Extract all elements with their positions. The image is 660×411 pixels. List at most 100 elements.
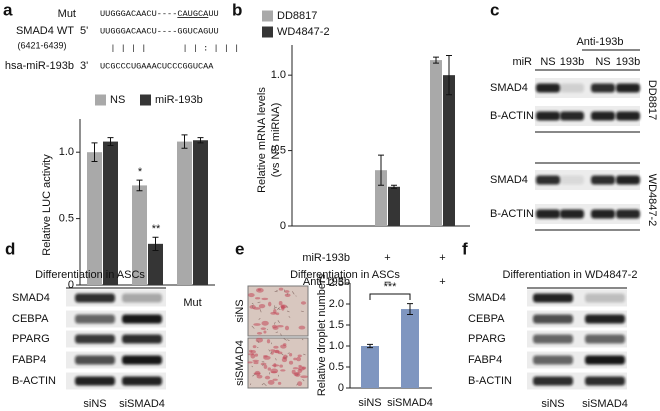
row-label: B-ACTIN [12,375,56,387]
panel-letter: b [232,0,242,19]
lipid-stain [247,361,253,364]
blot-band [75,334,115,344]
row-label: B-ACTIN [490,208,534,220]
lipid-stain [300,301,307,305]
lipid-stain [284,325,290,331]
lipid-stain [255,337,263,343]
blot-band [560,209,584,219]
blot-band [585,376,625,386]
error-bar [446,55,452,96]
lipid-stain [270,311,277,315]
error-bar [107,137,114,147]
lane-label: siNS [541,398,564,410]
seq-range: (6421-6439) [17,40,66,50]
cell-fiber [251,365,254,368]
bar [148,243,163,285]
lipid-stain [266,339,271,344]
row-label: SMAD4 [468,292,506,304]
lipid-stain [301,366,307,370]
blot-band [75,376,115,386]
blot-band [591,83,615,93]
blot-band [536,111,560,121]
cell-fiber [259,309,262,313]
blot-band [533,376,573,386]
lipid-stain [253,323,261,326]
lipid-stain [278,301,283,306]
blot-band [585,355,625,365]
lane-label: 193b [560,56,584,68]
blot-band [75,293,115,303]
lipid-stain [263,355,271,360]
seq-part: CAUGCA [177,9,209,19]
treatment-label: miR [512,56,532,68]
lipid-stain [277,381,282,385]
error-bar [367,343,373,349]
row-label: PPARG [12,333,50,345]
cell-fiber [257,340,260,343]
sequence: UUGGGACAACU----GGUCAGUU [100,26,219,36]
treatment-mark: – [384,276,391,288]
lipid-stain [270,371,278,374]
panel-letter: e [235,239,244,258]
bar [430,60,442,227]
seq-part: UU [208,9,218,19]
blot-band [122,314,162,324]
legend-label: DD8817 [277,10,317,22]
bar [361,346,379,388]
lipid-stain [273,345,279,349]
blot-band [616,83,640,93]
lipid-stain [252,345,257,349]
chart-title: Differentiation in ASCs [290,269,400,281]
lipid-stain [252,359,260,362]
blot-band [616,111,640,121]
blot-strip [535,106,640,126]
annotation: * [138,166,143,178]
error-bar [197,137,204,144]
blot-band [122,334,162,344]
lipid-stain [284,290,290,293]
cell-fiber [274,321,276,325]
cell-fiber [280,333,282,336]
lipid-stain [280,344,287,349]
legend-label: miR-193b [155,94,203,106]
lipid-stain [278,287,284,291]
row-label: SMAD4 [490,82,528,94]
lipid-stain [272,378,278,381]
row-label: CEBPA [468,313,505,325]
cell-line-label: WD4847-2 [646,174,658,227]
row-label: FABP4 [12,354,46,366]
lipid-stain [257,288,262,291]
error-bar [181,134,188,149]
blot-title: Differentiation in WD4847-2 [503,269,638,281]
blot-strip [535,204,640,224]
lipid-stain [292,367,299,370]
lipid-stain [296,356,302,362]
lipid-stain [280,369,286,372]
legend-label: WD4847-2 [277,26,330,38]
y-tick-label: 2.5 [329,277,344,289]
cell-fiber [275,358,277,361]
treatment-mark: + [439,276,445,288]
cell-fiber [300,310,304,312]
blot-band [533,334,573,344]
cell-fiber [281,353,284,356]
lipid-stain [279,364,283,368]
cell-fiber [275,331,279,333]
y-tick-label: 0 [338,382,344,394]
row-label: CEBPA [12,313,49,325]
y-tick-label: 1.0 [329,340,344,352]
lipid-stain [281,357,288,363]
row-label: PPARG [468,333,506,345]
cell-fiber [287,352,290,354]
lipid-stain [276,324,284,328]
blot-band [75,355,115,365]
treatment-label: miR-193b [302,252,350,264]
bar [401,309,419,388]
treatment-mark: + [384,252,390,264]
y-tick-label: 1.5 [329,319,344,331]
seq-end: 5' [80,25,88,37]
y-axis-label: Relative droplet numbers [316,273,328,396]
seq-part: UUGGGACAACU---- [100,9,177,19]
error-bar [91,142,98,162]
lipid-stain [261,297,269,301]
